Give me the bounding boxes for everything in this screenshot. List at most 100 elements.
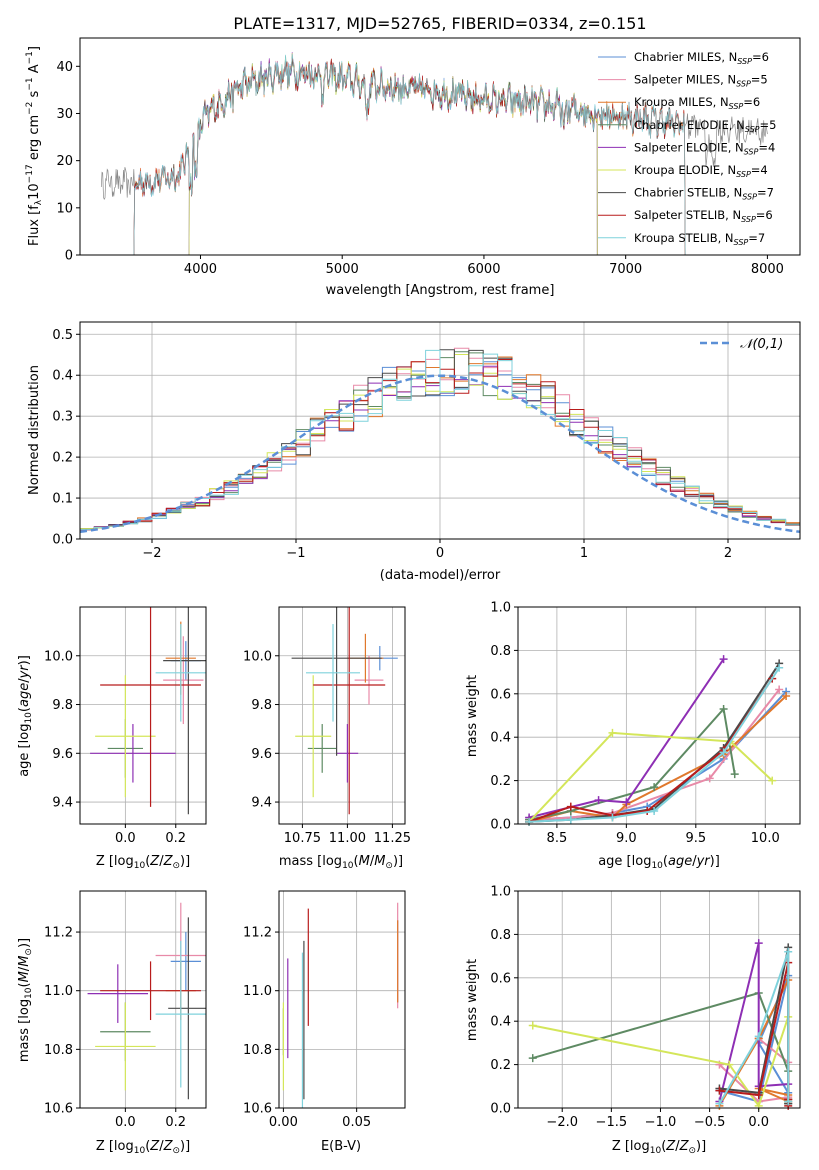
x-tick-label: 0.00 — [269, 1115, 298, 1130]
x-tick-label: 11.25 — [374, 831, 411, 846]
weight-marker — [784, 947, 793, 956]
x-tick-label: 0.05 — [342, 1115, 371, 1130]
weight-marker — [715, 1086, 724, 1095]
spectrum-panel: 4000 5000 6000 7000 8000 0 10 20 30 40 wavelength… — [25, 37, 801, 298]
figure-title: PLATE=1317, MJD=52765, FIBERID=0334, z=0… — [233, 14, 646, 33]
weight-marker — [754, 1090, 763, 1099]
mass-ebv-panel: 0.00 0.05 10.6 10.8 11.0 11.2 E(B-V) — [243, 890, 406, 1154]
weight-series-line — [528, 731, 773, 823]
weight-age-xlabel: age [log10(age/yr)] — [598, 854, 720, 871]
y-tick-label: 10 — [56, 201, 73, 216]
model-spectrum-line — [133, 55, 598, 255]
x-tick-label: 0.2 — [165, 831, 186, 846]
y-tick-label: 0.5 — [52, 328, 73, 343]
y-tick-label: 10.0 — [243, 649, 272, 664]
x-tick-label: −1.5 — [596, 1115, 628, 1130]
age-z-frame — [79, 606, 207, 825]
x-tick-label: 8000 — [751, 262, 784, 277]
residual-histogram-step — [80, 349, 800, 531]
weight-z-xlabel: Z [log10(Z/Z⊙)] — [612, 1139, 706, 1156]
y-tick-label: 0.3 — [52, 410, 73, 425]
y-tick-label: 0.4 — [490, 731, 511, 746]
x-tick-label: 6000 — [467, 262, 500, 277]
y-tick-label: 0.4 — [490, 1015, 511, 1030]
weight-marker — [725, 1060, 734, 1069]
x-tick-label: 1 — [580, 546, 588, 561]
x-tick-label: 0.0 — [115, 831, 136, 846]
age-mass-panel: 10.75 11.00 11.25 9.4 9.6 9.8 10.0 mass [log10… — [243, 606, 411, 871]
weight-marker — [566, 802, 575, 811]
model-spectrum-line — [133, 57, 598, 255]
weight-marker — [608, 728, 617, 737]
x-tick-label: −2.0 — [546, 1115, 578, 1130]
y-tick-label: 9.8 — [251, 698, 272, 713]
y-tick-label: 11.0 — [44, 984, 73, 999]
mass-z-ylabel: mass [log10(M/M⊙)] — [17, 938, 34, 1062]
mass-z-xlabel: Z [log10(Z/Z⊙)] — [96, 1139, 190, 1156]
x-tick-label: −2 — [142, 546, 161, 561]
age-mass-frame — [278, 606, 406, 825]
legend-label: Salpeter ELODIE, NSSP=4 — [634, 140, 775, 156]
spectrum-legend: Chabrier MILES, NSSP=6 Salpeter MILES, NS… — [598, 50, 776, 247]
spectrum-xlabel: wavelength [Angstrom, rest frame] — [326, 283, 555, 298]
y-tick-label: 20 — [56, 154, 73, 169]
y-tick-label: 0.6 — [490, 687, 511, 702]
x-tick-label: 0 — [436, 546, 444, 561]
x-tick-label: 5000 — [326, 262, 359, 277]
weight-series-line — [532, 1016, 790, 1108]
weight-marker — [650, 783, 659, 792]
legend-label: Salpeter STELIB, NSSP=6 — [634, 208, 773, 224]
age-mass-xlabel: mass [log10(M/M⊙)] — [279, 854, 403, 871]
weight-series-line — [718, 942, 789, 1102]
x-tick-label: 9.0 — [616, 831, 637, 846]
weight-age-frame — [517, 606, 801, 825]
y-tick-label: 10.8 — [44, 1043, 73, 1058]
legend-label: Kroupa ELODIE, NSSP=4 — [634, 163, 768, 179]
mass-ebv-xlabel: E(B-V) — [321, 1139, 361, 1154]
weight-marker — [754, 939, 763, 948]
legend-label: Kroupa STELIB, NSSP=7 — [634, 231, 765, 247]
y-tick-label: 10.6 — [243, 1102, 272, 1117]
y-tick-label: 11.2 — [243, 926, 272, 941]
y-tick-label: 0.4 — [52, 369, 73, 384]
x-tick-label: 2 — [724, 546, 732, 561]
weight-marker — [768, 776, 777, 785]
weight-series-line — [718, 951, 790, 1105]
mass-ebv-frame — [278, 890, 406, 1109]
y-tick-label: 0.0 — [490, 818, 511, 833]
weight-series-line — [529, 667, 781, 823]
weight-marker — [719, 748, 728, 757]
legend-label: Salpeter MILES, NSSP=5 — [634, 73, 768, 89]
y-tick-label: 0.0 — [490, 1102, 511, 1117]
histogram-ylabel: Normed distribution — [27, 365, 42, 495]
x-tick-label: −1.0 — [645, 1115, 677, 1130]
gaussian-reference-curve — [80, 374, 800, 534]
weight-marker — [528, 1021, 537, 1030]
mass-z-frame — [79, 890, 207, 1109]
legend-label: Chabrier ELODIE, NSSP=5 — [634, 118, 776, 134]
weight-marker — [730, 770, 739, 779]
y-tick-label: 0.2 — [52, 451, 73, 466]
mass-z-panel: 0.0 0.2 10.6 10.8 11.0 11.2 Z [log10(Z/Z⊙)] m… — [17, 890, 207, 1156]
x-tick-label: −0.5 — [694, 1115, 726, 1130]
legend-label: Chabrier STELIB, NSSP=7 — [634, 186, 774, 202]
histogram-legend: 𝒩(0,1) — [700, 337, 783, 352]
y-tick-label: 1.0 — [490, 601, 511, 616]
age-z-panel: 0.0 0.2 9.4 9.6 9.8 10.0 Z [log10(Z/Z⊙)] age … — [17, 606, 207, 871]
x-tick-label: 8.5 — [547, 831, 568, 846]
weight-z-panel: −2.0 −1.5 −1.0 −0.5 0.0 0.0 0.2 0.4 0.6 0.8 1.0 Z … — [465, 885, 801, 1156]
weight-marker — [594, 796, 603, 805]
y-tick-label: 9.6 — [251, 747, 272, 762]
x-tick-label: 4000 — [184, 262, 217, 277]
weight-marker — [784, 1097, 793, 1106]
y-tick-label: 0.2 — [490, 1058, 511, 1073]
histogram-panel: −2 −1 0 1 2 0.0 0.1 0.2 0.3 0.4 0.5 (data-model)/e… — [27, 321, 801, 583]
weight-marker — [566, 815, 575, 824]
weight-marker — [775, 663, 784, 672]
x-tick-label: 11.00 — [329, 831, 366, 846]
gaussian-legend-label: 𝒩(0,1) — [740, 337, 783, 352]
spectrum-frame — [79, 37, 801, 256]
x-tick-label: 0.0 — [748, 1115, 769, 1130]
weight-marker — [719, 704, 728, 713]
